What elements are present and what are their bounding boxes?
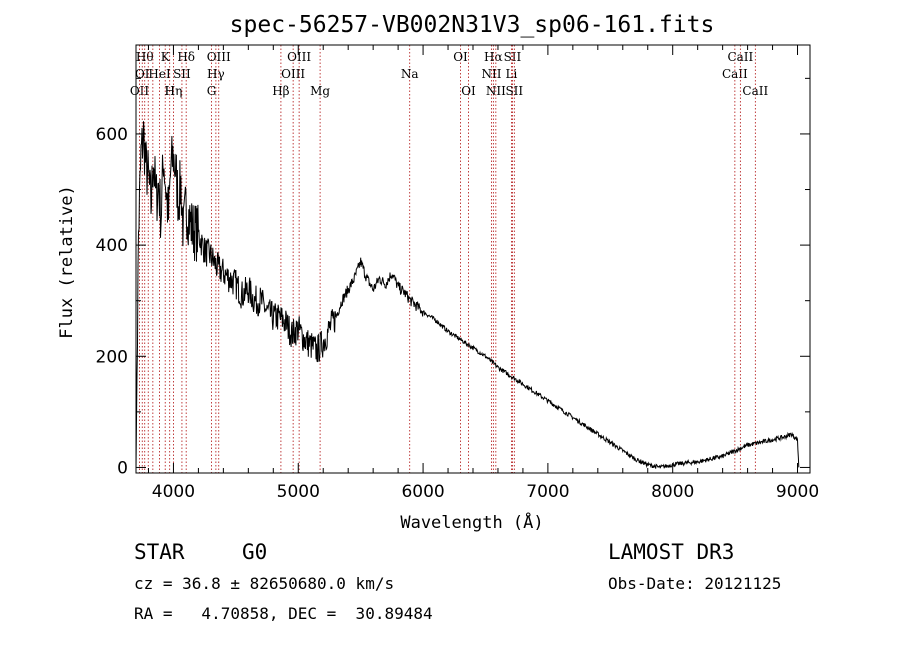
line-label-25: SII [504,50,522,64]
x-tick-label-4: 8000 [651,482,694,502]
y-tick-label-0: 0 [117,458,128,478]
line-label-20: OI [461,84,476,98]
line-label-28: CaII [727,50,753,64]
line-label-14: Hβ [272,84,289,98]
line-label-13: OIII [207,50,231,64]
line-label-7: H [164,84,174,98]
line-label-19: OI [453,50,468,64]
line-label-5: HeI [148,67,171,81]
line-label-17: Mg [310,84,330,98]
chart-title: spec-56257-VB002N31V3_sp06-161.fits [230,12,715,38]
survey-name: LAMOST DR3 [608,540,735,564]
x-tick-label-5: 9000 [776,482,819,502]
line-label-0: OII [130,84,150,98]
line-label-11: G [207,84,217,98]
object-class: STAR [134,540,185,564]
line-label-29: CaII [742,84,768,98]
line-label-2: Hθ [136,50,154,64]
spectrum-line [135,121,800,470]
x-tick-label-2: 6000 [401,482,444,502]
spectrum-series [135,121,800,470]
x-tick-label-3: 7000 [526,482,569,502]
object-subclass: G0 [242,540,268,564]
plot-frame [135,44,811,474]
x-axis: 4000 5000 6000 7000 8000 9000 [147,45,819,502]
y-tick-label-1: 200 [96,347,128,367]
y-axis-label: Flux (relative) [57,185,77,339]
line-label-27: CaII [722,67,748,81]
coordinates-readout: RA = 4.70858, DEC = 30.89484 [134,604,433,623]
line-label-24: Li [506,67,518,81]
redshift-readout: cz = 36.8 ± 82650680.0 km/s [134,574,395,593]
x-tick-label-1: 5000 [277,482,320,502]
line-label-15: OIII [281,67,305,81]
x-axis-label: Wavelength (Å) [400,511,543,533]
y-tick-label-2: 400 [96,236,128,256]
y-tick-label-3: 600 [96,125,128,145]
line-label-8: Hη [165,84,183,98]
line-label-6: K [161,50,171,64]
line-label-22: Hα [484,50,503,64]
y-axis: 0 200 400 600 [96,77,810,478]
line-label-9: SII [173,67,191,81]
line-label-16: OIII [287,50,311,64]
spectral-line-markers: OII OI Hθ HeI K HHη SII Hδ G Hγ OIII Hβ OIII OIII Mg Na… [130,45,768,473]
line-label-26: SII [505,84,523,98]
observation-date: Obs-Date: 20121125 [608,574,782,593]
line-label-18: Na [401,67,419,81]
line-label-10: Hδ [177,50,195,64]
line-label-21: NII [481,67,501,81]
line-label-1: OI [135,67,150,81]
line-label-12: Hγ [207,67,225,81]
x-tick-label-0: 4000 [152,482,195,502]
line-label-23: NII [486,84,506,98]
